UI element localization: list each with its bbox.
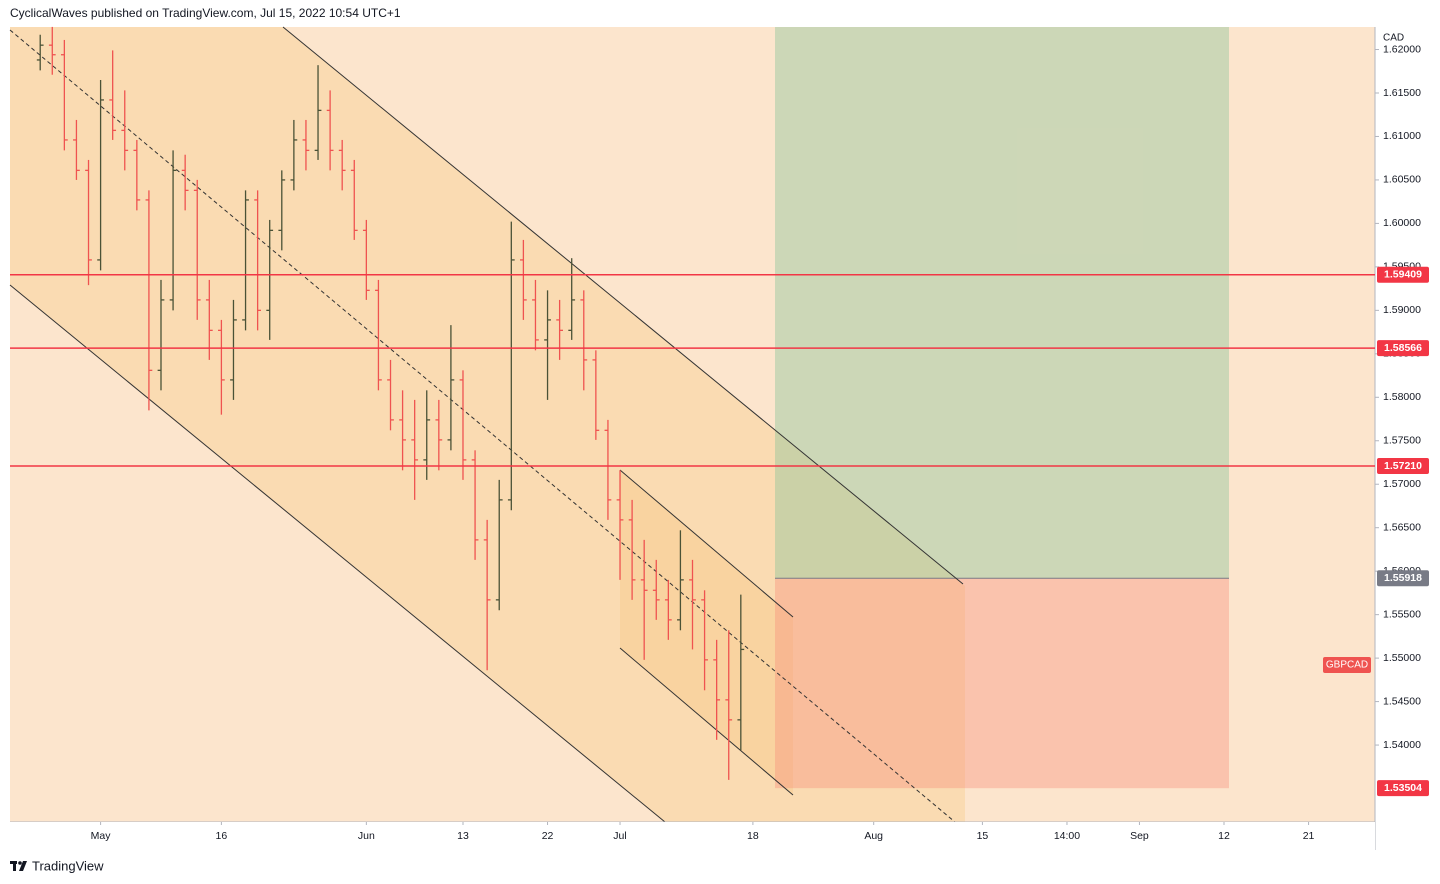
y-tick-label: 1.61000 xyxy=(1383,130,1421,142)
y-tick-label: 1.59000 xyxy=(1383,304,1421,316)
x-tick-label: Jul xyxy=(613,830,626,842)
logo xyxy=(10,861,27,871)
y-tick-label: 1.54500 xyxy=(1383,695,1421,707)
entry-tag: 1.55918 xyxy=(1384,572,1422,584)
logo-part xyxy=(18,861,22,865)
currency: CAD xyxy=(1383,33,1404,44)
y-tick-label: 1.57000 xyxy=(1383,478,1421,490)
channel-upper xyxy=(282,26,964,585)
entry-tag-bg xyxy=(1377,570,1429,587)
x-tick-label: 15 xyxy=(977,830,989,842)
position-layer xyxy=(775,27,1229,789)
price-tag-bg xyxy=(1377,340,1429,357)
small-channel-fill xyxy=(620,470,793,795)
channel-fill xyxy=(10,27,965,822)
x-tick-label: May xyxy=(91,830,112,842)
channel-lower xyxy=(9,284,666,823)
symbol-label-bg xyxy=(1323,657,1371,673)
price-tag: 1.58566 xyxy=(1384,342,1422,354)
x-tick-label: 13 xyxy=(457,830,469,842)
stop-tag: 1.53504 xyxy=(1384,782,1422,794)
header: CyclicalWaves published on TradingView.c… xyxy=(10,6,401,20)
x-tick-label: 21 xyxy=(1303,830,1315,842)
price-tag-bg xyxy=(1377,457,1429,474)
x-tick-label: Aug xyxy=(864,830,883,842)
y-tick-label: 1.62000 xyxy=(1383,43,1421,55)
time-axis xyxy=(10,822,1375,850)
y-tick-label: 1.55000 xyxy=(1383,652,1421,664)
y-tick-label: 1.57500 xyxy=(1383,435,1421,447)
symbol-label: GBPCAD xyxy=(1326,660,1368,671)
x-tick-label: 12 xyxy=(1218,830,1230,842)
plot-background xyxy=(10,27,1375,822)
stop-tag-bg xyxy=(1377,780,1429,797)
footer-brand: TradingView xyxy=(32,858,104,873)
small-channel-upper xyxy=(619,469,794,618)
price-tag-bg xyxy=(1377,266,1429,283)
x-tick-label: 22 xyxy=(542,830,554,842)
x-tick-label: 18 xyxy=(747,830,759,842)
x-tick-label: 16 xyxy=(216,830,228,842)
channel-mid xyxy=(9,29,956,823)
y-tick-label: 1.60500 xyxy=(1383,174,1421,186)
x-tick-label: 14:00 xyxy=(1054,830,1080,842)
logo-part xyxy=(19,861,27,871)
small-channel-lower xyxy=(619,647,794,796)
price-tag: 1.57210 xyxy=(1384,460,1422,472)
price-tag: 1.59409 xyxy=(1384,269,1422,281)
y-tick-label: 1.61500 xyxy=(1383,87,1421,99)
x-tick-label: Sep xyxy=(1130,830,1149,842)
x-tick-label: Jun xyxy=(358,830,375,842)
stop-zone xyxy=(775,578,1229,789)
y-tick-label: 1.54000 xyxy=(1383,739,1421,751)
y-tick-label: 1.58000 xyxy=(1383,391,1421,403)
y-tick-label: 1.60000 xyxy=(1383,217,1421,229)
logo-part xyxy=(13,861,16,871)
target-zone xyxy=(775,27,1229,579)
y-tick-label: 1.55500 xyxy=(1383,608,1421,620)
y-tick-label: 1.56500 xyxy=(1383,521,1421,533)
